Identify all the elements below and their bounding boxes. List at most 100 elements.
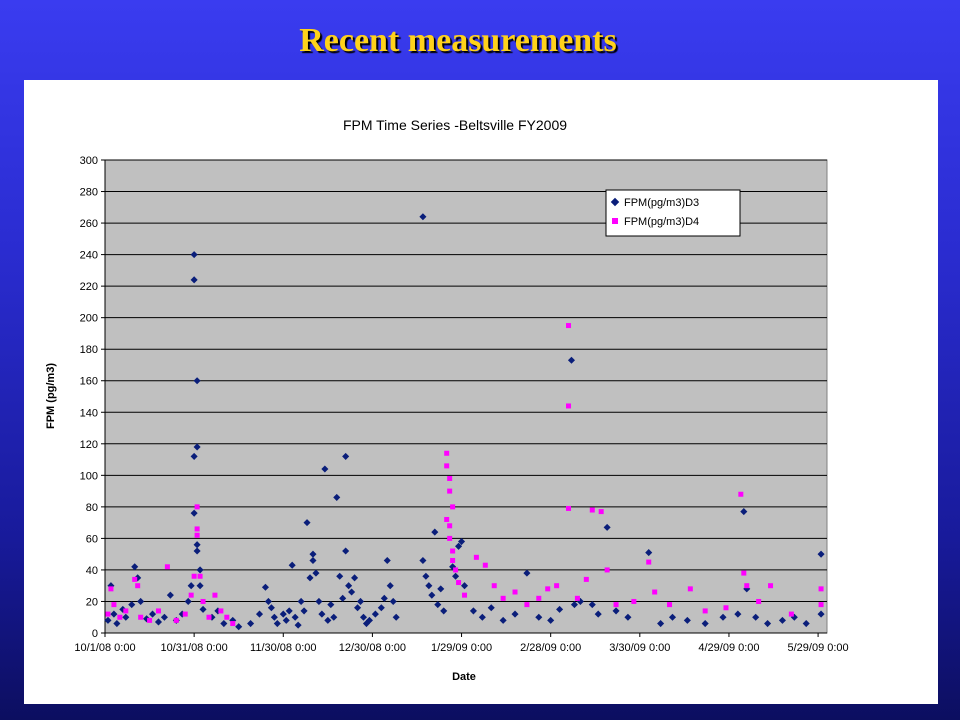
data-point <box>657 620 665 628</box>
data-point <box>455 542 463 550</box>
x-tick-label: 11/30/08 0:00 <box>250 642 316 654</box>
data-point <box>447 535 453 541</box>
data-point <box>512 589 518 595</box>
data-point <box>184 597 192 606</box>
data-point <box>354 604 362 612</box>
data-point <box>123 608 129 614</box>
legend-label-d4: FPM(pg/m3)D4 <box>624 216 699 228</box>
data-point <box>380 594 388 602</box>
data-point <box>740 508 748 516</box>
data-point <box>336 572 344 580</box>
data-point <box>778 616 786 624</box>
data-point <box>613 602 619 608</box>
data-point <box>224 614 230 620</box>
data-point <box>188 592 194 598</box>
data-point <box>303 519 311 527</box>
data-point <box>491 583 497 589</box>
data-point <box>108 586 114 592</box>
data-point <box>734 610 742 618</box>
data-point <box>719 613 727 621</box>
data-point <box>255 610 264 618</box>
y-tick-label: 260 <box>80 218 98 230</box>
data-point <box>392 613 400 621</box>
data-point <box>594 610 602 618</box>
data-point <box>196 582 204 590</box>
data-point <box>482 562 488 568</box>
y-tick-label: 60 <box>86 533 98 545</box>
legend-marker-d4 <box>612 218 618 224</box>
data-point <box>300 607 308 615</box>
data-point <box>267 604 275 612</box>
y-tick-label: 100 <box>80 470 98 482</box>
data-point <box>371 610 379 618</box>
data-point <box>425 582 433 590</box>
data-point <box>247 620 255 628</box>
data-point <box>190 452 198 460</box>
data-point <box>138 614 144 620</box>
data-point <box>359 613 368 621</box>
y-tick-label: 160 <box>80 376 98 388</box>
chart-title: FPM Time Series -Beltsville FY2009 <box>343 117 567 133</box>
y-tick-label: 180 <box>80 344 98 356</box>
data-point <box>583 576 589 582</box>
data-point <box>155 608 161 614</box>
data-point <box>279 610 287 618</box>
data-point <box>282 616 290 624</box>
data-point <box>499 616 507 624</box>
y-tick-label: 40 <box>86 565 98 577</box>
x-tick-label: 10/1/08 0:00 <box>74 642 135 654</box>
data-point <box>598 509 604 515</box>
y-tick-label: 140 <box>80 407 98 419</box>
y-tick-label: 280 <box>80 187 98 199</box>
data-point <box>702 608 708 614</box>
y-tick-label: 80 <box>86 502 98 514</box>
y-tick-label: 300 <box>80 155 98 167</box>
data-point <box>744 583 750 589</box>
data-point <box>199 605 207 613</box>
data-point <box>738 491 744 497</box>
data-point <box>309 556 317 565</box>
data-point <box>117 614 123 620</box>
data-point <box>450 548 456 554</box>
fpm-scatter-chart: FPM Time Series -Beltsville FY2009 0 20 40… <box>45 117 849 683</box>
data-point <box>523 569 531 577</box>
data-point <box>190 509 198 517</box>
data-point <box>193 541 201 549</box>
data-point <box>197 573 203 579</box>
data-point <box>315 597 323 606</box>
data-point <box>348 588 356 596</box>
x-tick-label: 3/30/09 0:00 <box>609 642 670 654</box>
x-tick-label: 10/31/08 0:00 <box>160 642 227 654</box>
y-tick-label: 20 <box>86 596 98 608</box>
data-point <box>122 613 130 621</box>
data-point <box>383 556 391 565</box>
data-point <box>440 607 448 615</box>
data-point <box>444 516 450 522</box>
data-point <box>511 610 519 618</box>
plot-area <box>104 159 828 634</box>
data-point <box>351 574 359 582</box>
data-point <box>324 616 332 624</box>
data-point <box>556 605 564 613</box>
series-d3 <box>104 213 825 631</box>
data-point <box>190 251 198 259</box>
data-point <box>434 601 442 609</box>
data-point <box>574 595 580 601</box>
data-point <box>288 561 296 569</box>
data-point <box>545 586 551 592</box>
data-point <box>270 613 278 621</box>
data-point <box>428 591 436 599</box>
data-point <box>193 377 201 385</box>
data-point <box>752 613 760 621</box>
x-axis-label: Date <box>452 671 476 683</box>
data-point <box>478 613 486 621</box>
x-tick-label: 5/29/09 0:00 <box>788 642 849 654</box>
data-point <box>173 617 179 623</box>
data-point <box>447 475 453 481</box>
data-point <box>342 452 350 460</box>
x-tick-label: 4/29/09 0:00 <box>698 642 759 654</box>
data-point <box>566 403 572 409</box>
data-point <box>193 443 201 451</box>
x-tick-label: 2/28/09 0:00 <box>520 642 581 654</box>
legend-entry-d4: FPM(pg/m3)D4 <box>612 216 699 228</box>
